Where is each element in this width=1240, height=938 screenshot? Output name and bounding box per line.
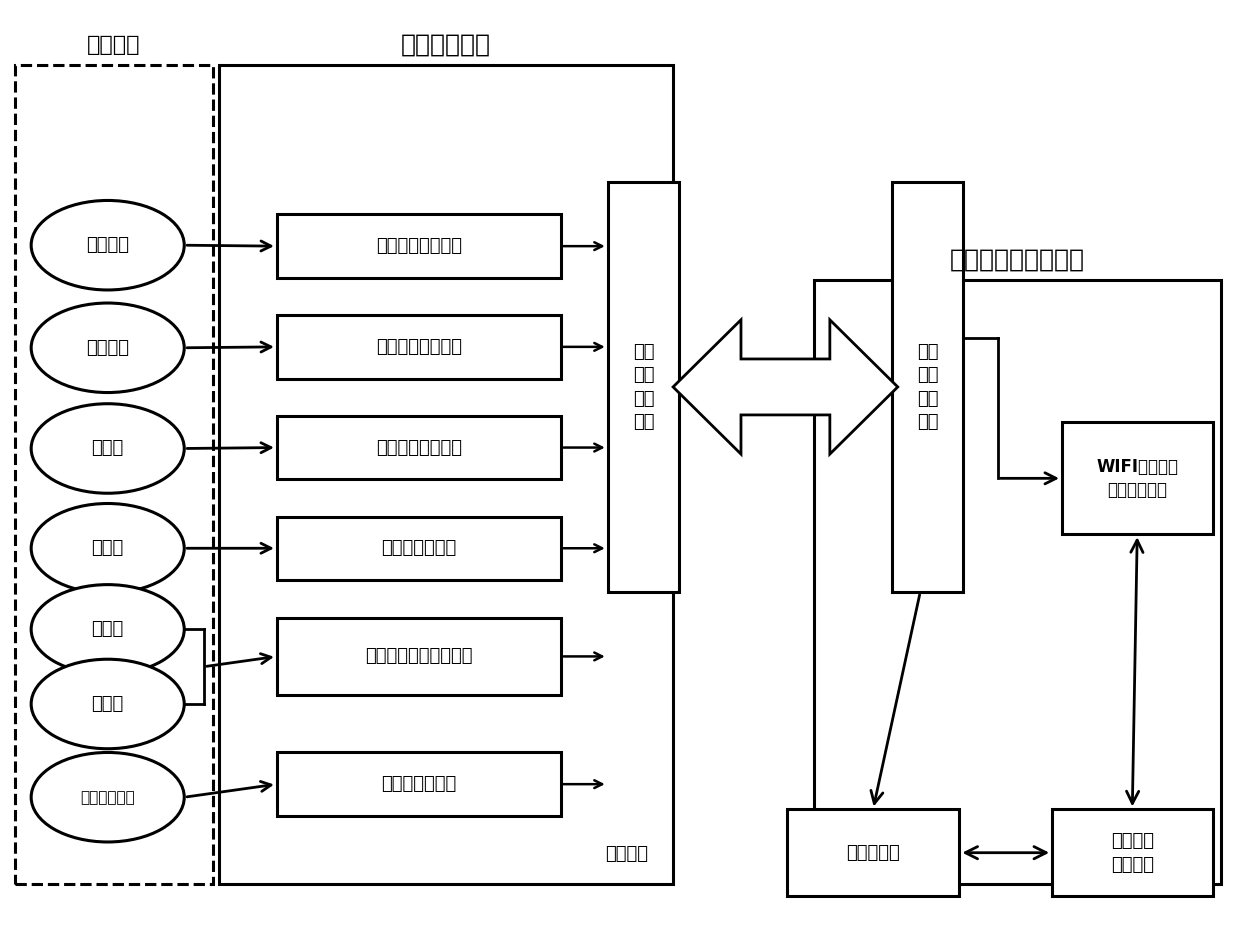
Polygon shape [673,320,898,454]
Bar [1061,422,1213,535]
Ellipse shape [31,201,185,290]
Text: 控制模组: 控制模组 [605,845,649,863]
Bar [1052,809,1213,896]
Bar [813,280,1221,884]
Text: 特效灯: 特效灯 [92,440,124,458]
Bar [786,809,960,896]
Text: 多接
口协
议转
换器: 多接 口协 议转 换器 [632,342,655,431]
Ellipse shape [31,584,185,674]
Bar [277,517,560,580]
Text: 音乐喷泉: 音乐喷泉 [87,236,129,254]
Text: 智能控制终端: 智能控制终端 [401,33,491,56]
Text: 烟雾机控制模组: 烟雾机控制模组 [381,539,456,557]
Text: 音乐喷泉控制模组: 音乐喷泉控制模组 [376,237,461,255]
Bar [277,752,560,816]
Bar [277,215,560,278]
Text: 烟雾机: 烟雾机 [92,539,124,557]
Bar [892,182,963,592]
Text: 后台服务器: 后台服务器 [846,843,900,862]
Text: 电脑灯: 电脑灯 [92,695,124,713]
Text: 电子屏控制模组: 电子屏控制模组 [381,775,456,794]
Text: 多接
口协
议转
换器: 多接 口协 议转 换器 [916,342,939,431]
Bar [277,315,560,379]
Ellipse shape [31,504,185,593]
Bar [608,182,680,592]
Bar [218,66,673,884]
Ellipse shape [31,403,185,493]
Text: 激光灯: 激光灯 [92,620,124,639]
Text: WIFI移动便携
平台接入模块: WIFI移动便携 平台接入模块 [1096,458,1178,499]
Text: 激光灯电脑灯控制模组: 激光灯电脑灯控制模组 [365,647,472,665]
Text: 移动便携
控制平台: 移动便携 控制平台 [1111,832,1153,873]
Text: 声光电矩阵控制平台: 声光电矩阵控制平台 [950,248,1085,271]
Bar [277,618,560,695]
Bar [15,66,212,884]
Text: 特效灯光控制模组: 特效灯光控制模组 [376,439,461,457]
Text: 电子屏和投影: 电子屏和投影 [81,790,135,805]
Ellipse shape [31,303,185,392]
Ellipse shape [31,659,185,749]
Text: 景观照明: 景观照明 [87,339,129,356]
Bar [277,416,560,479]
Text: 景观灯光控制模组: 景观灯光控制模组 [376,338,461,356]
Ellipse shape [31,752,185,842]
Text: 场景设备: 场景设备 [87,35,140,54]
